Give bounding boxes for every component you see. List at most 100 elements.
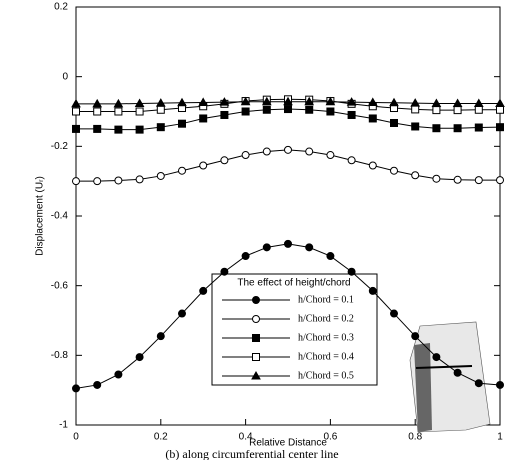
marker	[135, 175, 144, 184]
marker	[326, 151, 335, 160]
y-tick-label: -0.6	[51, 280, 69, 291]
marker	[496, 123, 504, 132]
x-tick-label: 0.2	[154, 432, 168, 443]
marker	[262, 147, 271, 156]
marker	[251, 370, 261, 380]
marker	[284, 239, 292, 248]
marker	[411, 105, 420, 114]
marker	[305, 243, 314, 252]
marker	[71, 98, 81, 108]
marker	[347, 110, 356, 119]
marker	[178, 166, 186, 175]
marker	[114, 176, 123, 185]
marker	[346, 97, 357, 106]
x-axis-label: Relative Distance	[249, 438, 327, 449]
marker	[432, 124, 441, 133]
x-tick-label: 0.4	[239, 432, 253, 443]
marker	[220, 156, 229, 165]
marker	[156, 123, 165, 132]
marker	[113, 98, 124, 108]
marker	[220, 110, 229, 119]
marker	[452, 98, 463, 107]
marker	[496, 380, 504, 389]
marker	[252, 296, 260, 304]
marker	[473, 98, 484, 107]
inset-image	[409, 321, 491, 433]
y-tick-label: 0.2	[54, 2, 68, 13]
marker	[261, 96, 272, 106]
marker	[432, 106, 441, 115]
marker	[368, 286, 377, 295]
marker	[252, 353, 260, 361]
marker	[453, 106, 462, 115]
marker	[474, 123, 483, 132]
marker	[262, 105, 271, 114]
marker	[135, 353, 144, 362]
y-tick-label: -0.2	[51, 141, 69, 152]
marker	[240, 96, 251, 106]
marker	[178, 119, 186, 128]
marker	[92, 98, 103, 108]
marker	[135, 125, 144, 134]
marker	[474, 379, 483, 388]
marker	[72, 107, 80, 116]
marker	[241, 107, 250, 116]
legend	[211, 273, 378, 386]
marker	[411, 332, 420, 341]
marker	[114, 370, 123, 379]
marker	[155, 98, 166, 107]
marker	[156, 105, 165, 114]
marker	[347, 156, 356, 165]
marker	[220, 267, 229, 276]
y-tick-label: 0	[62, 71, 68, 82]
y-tick-label: -1	[59, 420, 68, 431]
caption: (b) along circumferential center line	[165, 447, 338, 460]
marker	[411, 122, 420, 131]
y-tick-label: -0.4	[51, 211, 69, 222]
marker	[219, 97, 230, 106]
marker	[411, 171, 420, 180]
marker	[495, 98, 505, 107]
marker	[367, 97, 378, 106]
marker	[156, 332, 165, 341]
marker	[326, 107, 335, 116]
marker	[198, 97, 209, 106]
marker	[368, 114, 377, 123]
legend-label: h/Chord = 0.1	[298, 294, 354, 305]
marker	[453, 124, 462, 133]
y-axis-label: Displacement (Uᵣ)	[35, 176, 46, 256]
x-tick-label: 0.8	[408, 432, 422, 443]
legend-label: h/Chord = 0.4	[298, 351, 354, 362]
marker	[305, 105, 314, 114]
marker	[241, 151, 250, 160]
marker	[283, 96, 293, 106]
marker	[178, 309, 186, 318]
marker	[347, 267, 356, 276]
marker	[431, 98, 442, 107]
marker	[93, 124, 102, 133]
marker	[284, 145, 292, 154]
marker	[199, 161, 208, 170]
marker	[241, 252, 250, 261]
marker	[496, 105, 504, 114]
marker	[93, 107, 102, 116]
marker	[432, 353, 441, 362]
x-tick-label: 0	[73, 432, 79, 443]
x-tick-label: 0.6	[323, 432, 337, 443]
marker	[93, 380, 102, 389]
marker	[114, 125, 123, 134]
y-tick-label: -0.8	[51, 350, 69, 361]
legend-label: h/Chord = 0.3	[298, 332, 354, 343]
marker	[134, 98, 145, 107]
marker	[474, 105, 483, 114]
marker	[252, 315, 260, 323]
marker	[432, 174, 441, 183]
marker	[156, 171, 165, 180]
marker	[72, 384, 80, 393]
marker	[93, 177, 102, 186]
marker	[389, 97, 399, 107]
marker	[177, 97, 187, 107]
marker	[72, 177, 80, 186]
marker	[390, 309, 398, 318]
